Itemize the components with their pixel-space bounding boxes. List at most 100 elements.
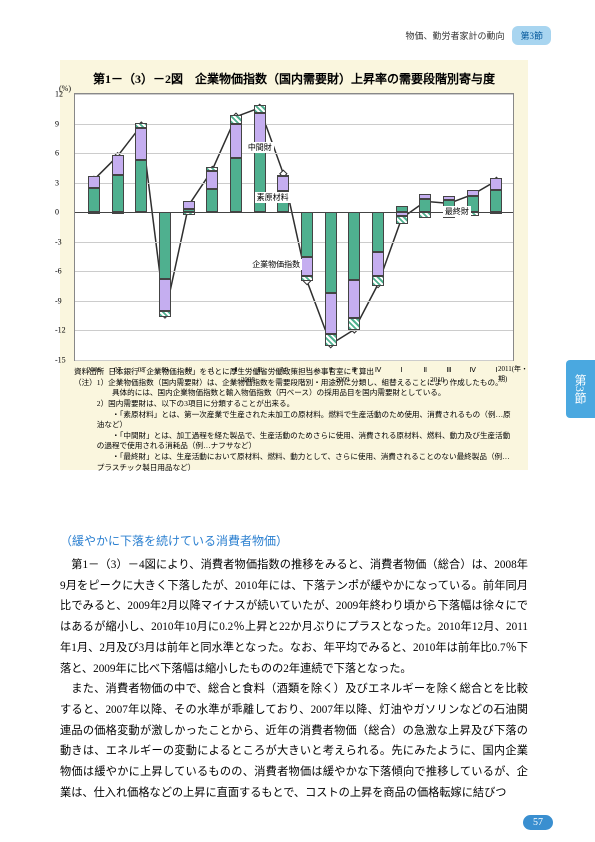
bar-segment (159, 311, 171, 317)
notes-label: （注） (74, 378, 97, 474)
bar-segment (88, 176, 100, 188)
bar-segment (490, 190, 502, 213)
y-tick: 0 (55, 208, 59, 217)
x-tick: Ⅰ (401, 366, 403, 374)
body-content: （緩やかに下落を続けている消費者物価） 第1－（3）－4図により、消費者物価指数… (60, 532, 528, 804)
bar-segment (419, 212, 431, 218)
bar-segment (230, 115, 242, 124)
bar-segment (348, 318, 360, 331)
side-tab: 第3節 (566, 360, 595, 418)
x-tick: 10 (185, 366, 192, 374)
bar-segment (348, 212, 360, 280)
legend-mid: 中間財 (246, 142, 274, 153)
x-tick: Ⅲ (447, 366, 452, 374)
x-tick: 2006 (87, 366, 101, 374)
legend-final: 最終財 (443, 206, 471, 217)
bar-segment (112, 212, 124, 214)
bar-segment (206, 171, 218, 189)
section-heading: （緩やかに下落を続けている消費者物価） (60, 532, 528, 549)
notes-line: 具体的には、国内企業物価指数と輸入物価指数（円ベース）の採用品目を国内需要財とし… (97, 388, 514, 399)
bar-segment (135, 160, 147, 212)
x-tick: Ⅱ (234, 366, 237, 374)
y-tick: 9 (55, 119, 59, 128)
chart-container: 第1－（3）－2図 企業物価指数（国内需要財）上昇率の需要段階別寄与度 (%) … (60, 60, 528, 470)
bar-segment (88, 212, 100, 214)
chart-title: 第1－（3）－2図 企業物価指数（国内需要財）上昇率の需要段階別寄与度 (74, 70, 514, 87)
bar-segment (230, 124, 242, 158)
section-badge: 第3節 (512, 26, 551, 45)
bar-segment (372, 252, 384, 277)
y-tick: -3 (55, 237, 62, 246)
bar-segment (159, 212, 171, 279)
notes-line: ・「素原材料」とは、第一次産業で生産された未加工の原材料。燃料で生産活動のため使… (97, 410, 514, 431)
notes-line: 2）国内需要財は、以下の3項目に分類することが出来る。 (97, 399, 514, 410)
x-year-label: 2009 (336, 376, 350, 384)
y-tick: -12 (55, 326, 66, 335)
bar-segment (419, 199, 431, 212)
y-tick: -6 (55, 267, 62, 276)
bar-segment (348, 280, 360, 317)
bar-segment (372, 212, 384, 251)
bar-segment (230, 158, 242, 212)
bar-segment (301, 257, 313, 277)
x-tick: Ⅲ (352, 366, 357, 374)
bar-segment (135, 123, 147, 129)
chart-notes: 資料出所 日本銀行「企業物価指数」をもとに厚生労働省労働政策担当参事官室にて算出… (74, 367, 514, 473)
y-tick: 6 (55, 149, 59, 158)
bar-segment (490, 178, 502, 190)
breadcrumb: 物価、勤労者家計の動向 (405, 29, 504, 42)
bar-segment (206, 189, 218, 213)
bar-segment (396, 216, 408, 224)
x-year-label: 2008 (241, 376, 255, 384)
x-tick: Ⅳ (280, 366, 286, 374)
legend-line: 企業物価指数 (250, 259, 302, 270)
page-number: 57 (523, 815, 553, 830)
x-tick: Ⅱ (424, 366, 427, 374)
bar-segment (443, 196, 455, 200)
y-tick: -15 (55, 356, 66, 365)
x-tick: Ⅲ (257, 366, 262, 374)
notes-line: ・「中間財」とは、加工過程を経た製品で、生産活動のためさらに使用、消費される原材… (97, 431, 514, 452)
x-tick: Ⅱ (329, 366, 332, 374)
x-tick: 07 (114, 366, 121, 374)
bar-segment (277, 176, 289, 191)
x-tick: Ⅰ (211, 366, 213, 374)
x-tick: Ⅳ (375, 366, 381, 374)
x-tick: Ⅳ (470, 366, 476, 374)
x-year-label: 2011(年・期) (498, 364, 528, 384)
y-tick: 3 (55, 178, 59, 187)
bar-segment (88, 188, 100, 213)
bar-segment (112, 155, 124, 175)
bar-segment (372, 276, 384, 286)
body-text: 第1－（3）－4図により、消費者物価指数の推移をみると、消費者物価（総合）は、2… (60, 555, 528, 804)
bar-segment (183, 212, 195, 215)
bar-segment (206, 167, 218, 171)
bar-segment (254, 105, 266, 113)
bar-segment (325, 212, 337, 293)
y-tick: 12 (55, 90, 63, 99)
bar-segment (301, 276, 313, 281)
legend-raw: 素原材料 (255, 192, 291, 203)
x-tick: 08 (138, 366, 145, 374)
bar-segment (467, 190, 479, 197)
bar-segment (183, 201, 195, 209)
bar-segment (112, 175, 124, 212)
paragraph: また、消費者物価の中で、総合と食料（酒類を除く）及びエネルギーを除く総合とを比較… (60, 679, 528, 803)
y-tick: -9 (55, 296, 62, 305)
x-year-label: 2010 (430, 376, 444, 384)
bar-segment (325, 293, 337, 334)
bar-segment (301, 212, 313, 256)
bar-segment (419, 194, 431, 199)
bar-segment (159, 279, 171, 311)
paragraph: 第1－（3）－4図により、消費者物価指数の推移をみると、消費者物価（総合）は、2… (60, 555, 528, 679)
x-tick: 09 (161, 366, 168, 374)
bar-segment (277, 175, 289, 177)
notes-line: 1）企業物価指数（国内需要財）は、企業物価指数を需要段階別・用途別に分類し、組替… (97, 378, 514, 389)
chart-plot-area: (%) 129630-3-6-9-12-15200607080910ⅠⅡⅢⅣⅠⅡ… (74, 93, 514, 361)
x-tick: Ⅰ (306, 366, 308, 374)
page-header: 物価、勤労者家計の動向 第3節 (405, 26, 551, 45)
bar-segment (325, 334, 337, 346)
bar-segment (135, 128, 147, 160)
bar-segment (490, 212, 502, 214)
notes-line: ・「最終財」とは、生産活動において原材料、燃料、動力として、さらに使用、消費され… (97, 452, 514, 473)
